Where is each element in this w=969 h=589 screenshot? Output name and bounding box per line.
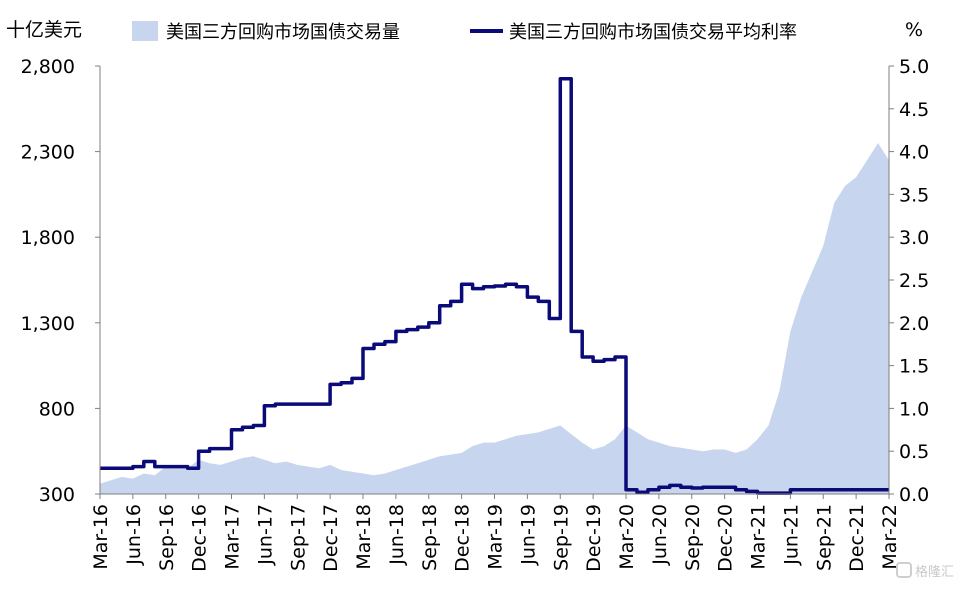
- right-tick-label: 1.0: [899, 398, 929, 420]
- right-axis-ticks: 0.0 0.5 1.0 1.5 2.0 2.5 3.0 3.5 4.0 4.5 5.0: [889, 56, 929, 506]
- x-tick-label: Sep-17: [287, 504, 309, 571]
- x-tick-label: Jun-18: [386, 504, 408, 566]
- x-axis-ticks: Mar-16 Jun-16 Sep-16 Dec-16 Mar-17 Jun-17 Sep-…: [90, 494, 901, 572]
- rate-line: [100, 77, 889, 495]
- right-tick-label: 1.5: [899, 356, 929, 378]
- x-tick-label: Sep-21: [813, 504, 835, 571]
- watermark-logo-icon: [896, 562, 912, 578]
- right-tick-label: 3.0: [899, 227, 929, 249]
- x-tick-label: Mar-17: [222, 504, 244, 570]
- right-tick-label: 2.0: [899, 313, 929, 335]
- legend: 美国三方回购市场国债交易量 美国三方回购市场国债交易平均利率: [132, 21, 797, 43]
- right-tick-label: 0.0: [899, 484, 929, 506]
- right-tick-label: 4.0: [899, 142, 929, 164]
- x-tick-label: Jun-17: [254, 504, 276, 566]
- x-tick-label: Sep-19: [550, 504, 572, 571]
- legend-swatch-volume: [132, 21, 158, 41]
- x-tick-label: Sep-20: [682, 504, 704, 571]
- watermark-text: 格隆汇: [915, 564, 954, 580]
- x-tick-label: Mar-16: [90, 504, 112, 570]
- left-tick-label: 800: [39, 398, 75, 420]
- right-tick-label: 0.5: [899, 441, 929, 463]
- left-tick-label: 300: [39, 484, 75, 506]
- x-tick-label: Mar-18: [353, 504, 375, 570]
- x-tick-label: Jun-20: [649, 504, 671, 566]
- x-tick-label: Jun-16: [123, 504, 145, 566]
- x-tick-label: Sep-16: [156, 504, 178, 571]
- right-tick-label: 4.5: [899, 99, 929, 121]
- volume-area-layer: [100, 143, 889, 494]
- left-tick-label: 2,800: [21, 56, 75, 78]
- legend-label-rate: 美国三方回购市场国债交易平均利率: [509, 22, 797, 43]
- left-tick-label: 1,800: [21, 227, 75, 249]
- x-tick-label: Sep-18: [419, 504, 441, 571]
- right-tick-label: 2.5: [899, 270, 929, 292]
- x-tick-label: Dec-19: [583, 504, 605, 572]
- x-tick-label: Jun-19: [517, 504, 539, 566]
- right-axis-unit: %: [905, 19, 923, 41]
- x-tick-label: Mar-19: [485, 504, 507, 570]
- volume-area: [100, 143, 889, 494]
- legend-label-volume: 美国三方回购市场国债交易量: [166, 22, 400, 43]
- x-tick-label: Mar-21: [748, 504, 770, 570]
- rate-line-layer: [100, 77, 889, 495]
- x-tick-label: Dec-18: [452, 504, 474, 572]
- right-tick-label: 3.5: [899, 184, 929, 206]
- x-tick-label: Jun-21: [780, 504, 802, 566]
- x-tick-label: Dec-21: [846, 504, 868, 572]
- left-axis-unit: 十亿美元: [6, 19, 82, 41]
- x-tick-label: Dec-16: [189, 504, 211, 572]
- x-tick-label: Mar-20: [616, 504, 638, 570]
- x-tick-label: Dec-17: [320, 504, 342, 572]
- x-tick-label: Mar-22: [879, 504, 901, 570]
- watermark: 格隆汇: [896, 562, 954, 580]
- right-tick-label: 5.0: [899, 56, 929, 78]
- x-tick-label: Dec-20: [715, 504, 737, 572]
- left-axis-ticks: 300 800 1,300 1,800 2,300 2,800: [21, 56, 100, 506]
- left-tick-label: 1,300: [21, 313, 75, 335]
- left-tick-label: 2,300: [21, 142, 75, 164]
